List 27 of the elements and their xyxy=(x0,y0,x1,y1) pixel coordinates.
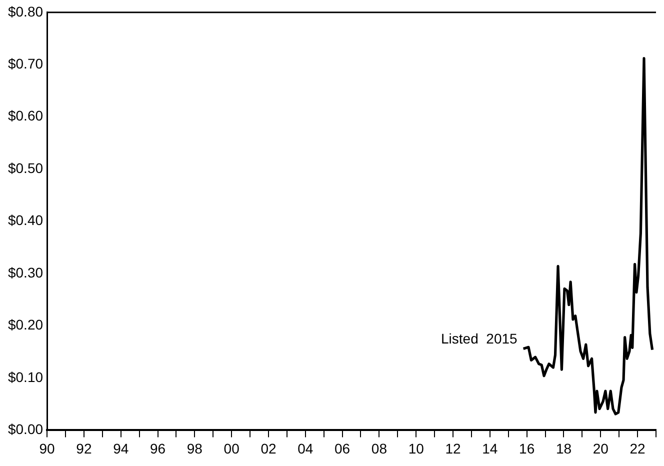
annotation: Listed 2015 xyxy=(441,330,518,347)
x-tick-label: 14 xyxy=(482,440,498,456)
x-tick-label: 12 xyxy=(445,440,462,456)
y-tick-label: $0.30 xyxy=(8,264,44,280)
y-tick-label: $0.80 xyxy=(8,3,44,20)
y-tick-label: $0.20 xyxy=(8,316,44,333)
x-tick-label: 22 xyxy=(630,440,646,456)
x-tick-label: 06 xyxy=(334,440,350,456)
y-tick-label: $0.00 xyxy=(8,421,44,438)
x-tick-label: 08 xyxy=(371,440,388,456)
x-tick-label: 90 xyxy=(39,440,56,456)
x-tick-label: 98 xyxy=(186,440,203,456)
x-tick-label: 10 xyxy=(408,440,424,456)
y-tick-label: $0.10 xyxy=(8,368,44,385)
y-tick-label: $0.70 xyxy=(8,55,44,72)
y-tick-label: $0.40 xyxy=(8,212,44,228)
x-tick-label: 00 xyxy=(224,440,240,456)
x-tick-label: 02 xyxy=(260,440,276,456)
x-tick-label: 94 xyxy=(113,440,129,456)
x-tick-label: 16 xyxy=(519,440,535,456)
x-tick-label: 20 xyxy=(592,440,609,456)
y-tick-label: $0.60 xyxy=(8,108,44,124)
x-tick-label: 18 xyxy=(556,440,572,456)
x-tick-label: 92 xyxy=(76,440,92,456)
y-tick-label: $0.50 xyxy=(8,160,44,176)
x-tick-label: 96 xyxy=(150,440,166,456)
x-tick-label: 04 xyxy=(298,440,314,456)
